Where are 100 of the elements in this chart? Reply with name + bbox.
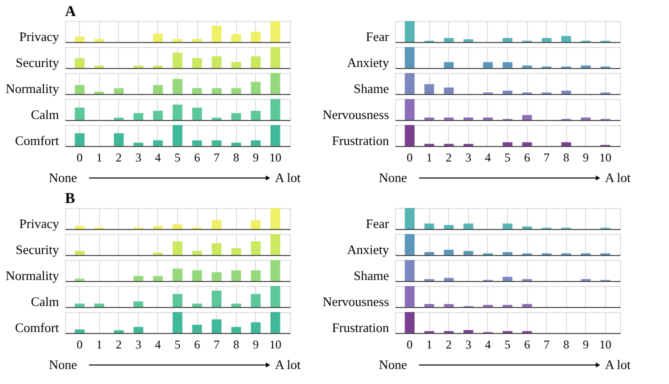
bar [74,304,85,307]
bar [404,312,415,333]
x-tick-label: 7 [544,338,550,352]
bar [172,241,182,255]
x-tick-label: 0 [406,338,413,352]
x-tick-label: 4 [154,338,161,352]
bar [404,47,415,68]
bar [231,88,242,94]
bar [444,278,454,281]
bar [250,322,261,333]
x-tick-label: 1 [96,150,102,164]
y-axis-title: Calm [30,294,59,309]
x-tick-label: 6 [524,150,530,164]
bar [502,276,512,281]
x-tick-label: 3 [465,338,472,352]
bar [404,286,415,307]
bar [270,73,280,94]
bar [502,142,512,146]
bar [463,251,474,255]
y-axis-title: Shame [354,81,390,96]
bar [231,34,242,42]
bar [153,110,163,120]
bar [231,270,242,281]
y-axis-title: Comfort [14,320,60,335]
bar [502,62,512,68]
bar [522,226,532,229]
bar [404,234,415,255]
bar [250,294,261,307]
y-axis-title: Fear [366,216,390,231]
bar [444,117,454,120]
bar [74,250,85,255]
bar [463,39,474,42]
chart-title: B [65,191,76,207]
x-tick-label: 0 [76,150,83,164]
x-tick-label: 3 [135,150,142,164]
bar [502,252,512,255]
bar [250,241,261,255]
bar [444,304,454,307]
bar [212,290,222,307]
bar [172,78,182,94]
x-tick-label: 4 [484,338,491,352]
bar [483,62,493,68]
y-axis-title: Fear [366,29,390,44]
x-tick-label: 7 [214,150,220,164]
bar [231,142,242,146]
bar [250,270,261,281]
x-tick-label: 9 [252,150,259,164]
bar [522,304,532,307]
bar [580,65,591,68]
x-tick-label: 3 [135,338,142,352]
bar [444,62,454,68]
bar [192,108,202,120]
bar [172,52,182,68]
bar [212,140,222,146]
bar [463,117,474,120]
bar [463,224,474,229]
bar [172,104,182,120]
y-axis-title: Privacy [19,29,60,44]
x-tick-label: 7 [214,338,220,352]
bar [561,36,572,42]
bar [270,234,280,255]
bar [424,84,434,94]
x-tick-label: 8 [563,150,570,164]
x-tick-label: 9 [582,150,589,164]
bar [404,260,415,281]
x-tick-label: 6 [524,338,530,352]
y-axis-title: Nervousness [322,294,389,309]
bar [192,58,202,68]
bar [192,270,202,281]
y-axis-title: Security [16,55,60,70]
bar [502,38,512,42]
bar [172,224,182,229]
x-tick-label: 5 [174,150,180,164]
bar [133,301,144,307]
bar [231,326,242,333]
x-tick-label: 4 [484,150,491,164]
bar [74,329,85,333]
bar [172,125,182,146]
bar [231,304,242,307]
bar [424,117,434,120]
bar [444,250,454,255]
bar [250,110,261,120]
bar [270,125,280,146]
bar [94,304,104,307]
x-tick-label: 3 [465,150,472,164]
x-tick-label: 10 [599,150,612,164]
bar [270,47,280,68]
text: A lot [605,357,632,372]
x-tick-label: 1 [426,338,432,352]
bar [561,142,572,146]
y-axis-title: Anxiety [347,55,390,70]
x-tick-label: 10 [269,338,282,352]
bar [212,272,222,281]
x-tick-label: 10 [269,150,282,164]
y-axis-title: Security [16,242,60,257]
bar [212,319,222,333]
bar [74,36,85,42]
y-axis-title: Nervousness [322,107,389,122]
bar [172,39,182,42]
x-tick-label: 8 [233,338,240,352]
